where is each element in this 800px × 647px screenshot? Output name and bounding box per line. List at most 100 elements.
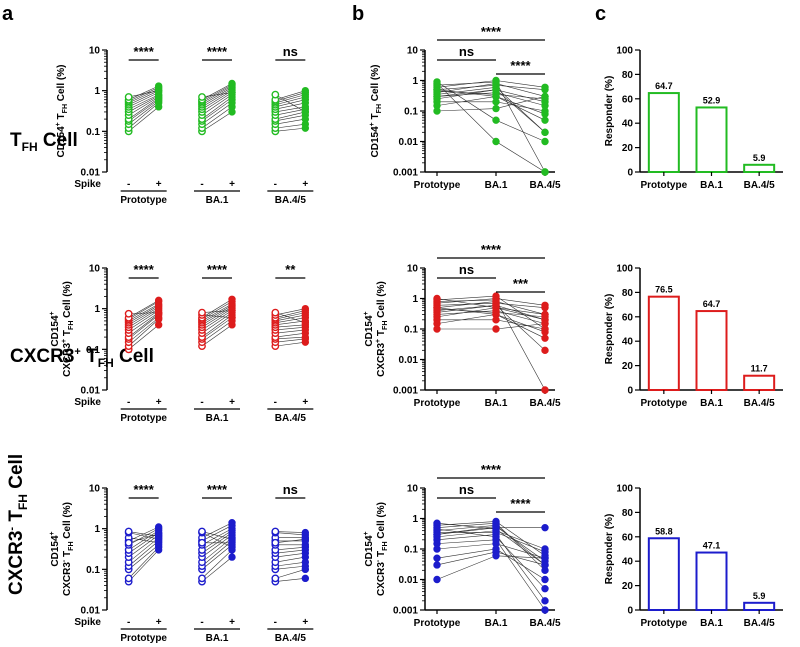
bar-value-label: 52.9 — [703, 95, 721, 105]
pair-line — [128, 544, 159, 570]
point-spike-minus — [198, 93, 206, 101]
point — [541, 168, 549, 176]
subject-line — [436, 80, 546, 88]
pair-line — [128, 300, 159, 318]
pair-line — [128, 533, 159, 544]
pair-line — [128, 99, 159, 122]
y-tick-label: 10 — [407, 264, 419, 275]
bar — [743, 163, 776, 174]
pair-line — [275, 320, 306, 326]
pair-line — [201, 525, 233, 542]
pair-line — [128, 534, 159, 558]
point — [541, 83, 549, 91]
point — [433, 294, 441, 303]
point — [541, 597, 549, 605]
group-label: Prototype — [120, 195, 167, 206]
x-sign-plus: + — [229, 179, 235, 190]
point — [541, 548, 549, 556]
y-tick-label: 0.1 — [404, 107, 418, 118]
panel-label-c: c — [595, 3, 606, 25]
x-sign-plus: + — [229, 617, 235, 628]
y-tick-label: 1 — [412, 514, 418, 525]
y-tick-label: 0.01 — [399, 355, 419, 366]
x-sign-minus: - — [274, 179, 277, 190]
bar — [647, 92, 680, 173]
x-tick-label: BA.4/5 — [529, 618, 561, 629]
y-axis-label: Responder (%) — [604, 294, 615, 365]
pair-line — [275, 324, 306, 328]
y-tick-label: 60 — [622, 312, 634, 323]
pair-line — [275, 111, 306, 120]
point-spike-minus — [271, 90, 280, 99]
x-tick-label: BA.4/5 — [744, 618, 776, 629]
subject-line — [436, 551, 546, 566]
pair-line — [128, 313, 159, 338]
pair-line — [275, 317, 306, 324]
pair-line — [128, 540, 159, 567]
point — [541, 584, 549, 593]
point — [433, 554, 441, 562]
pair-line — [275, 106, 306, 113]
pair-line — [128, 305, 159, 324]
pair-line — [201, 544, 233, 570]
point-spike-plus — [228, 313, 236, 322]
pair-line — [275, 312, 306, 320]
point-spike-minus — [198, 538, 206, 547]
pair-line — [275, 92, 306, 102]
pair-line — [275, 341, 306, 347]
pair-line — [201, 324, 233, 347]
pair-line — [275, 310, 306, 318]
bar-value-label: 11.7 — [751, 364, 768, 374]
point-spike-minus — [271, 308, 280, 317]
pair-line — [201, 320, 233, 343]
point-spike-plus — [301, 574, 310, 583]
point — [433, 305, 441, 313]
point — [541, 116, 549, 124]
pair-line — [128, 90, 159, 106]
pair-line — [275, 578, 306, 582]
pair-line — [275, 338, 306, 343]
pair-line — [201, 310, 233, 313]
y-tick-label: 1 — [412, 76, 418, 87]
point-spike-plus — [301, 304, 310, 313]
pair-line — [275, 118, 306, 125]
pair-line — [128, 310, 159, 331]
row-title-0: TFH Cell — [10, 130, 78, 154]
x-sign-plus: + — [302, 179, 308, 190]
y-axis-label: CD154+ — [363, 531, 375, 566]
panel-b-row-2: 10 1 0.1 0.01 0.001 CD154+CXCR3- TFH Cell (%)… — [363, 462, 561, 629]
subject-line — [436, 81, 546, 142]
pair-line — [275, 332, 306, 338]
point-spike-plus — [154, 523, 163, 531]
pair-line — [201, 88, 233, 108]
pair-line — [128, 106, 159, 132]
point — [541, 101, 549, 110]
point — [541, 386, 549, 394]
x-tick-label: BA.1 — [700, 180, 723, 191]
point-spike-minus — [271, 574, 280, 583]
sig-label: **** — [207, 262, 228, 277]
pair-line — [275, 546, 306, 551]
subject-line — [436, 555, 546, 580]
point-spike-plus — [228, 519, 236, 527]
y-tick-label: 0.1 — [86, 565, 100, 576]
pair-line — [201, 308, 233, 328]
spike-label: Spike — [74, 179, 101, 190]
x-tick-label: BA.4/5 — [529, 180, 561, 191]
sig-label: **** — [510, 496, 531, 511]
y-tick-label: 40 — [622, 119, 634, 130]
bar-value-label: 64.7 — [703, 299, 721, 309]
pair-line — [275, 565, 306, 570]
y-tick-label: 0.01 — [399, 137, 419, 148]
point — [492, 78, 500, 86]
pair-line — [128, 100, 159, 125]
point-spike-plus — [154, 308, 163, 317]
bar-value-label: 58.8 — [655, 526, 673, 536]
x-tick-label: Prototype — [414, 618, 461, 629]
y-tick-label: 0.01 — [81, 606, 101, 617]
x-tick-label: BA.4/5 — [529, 398, 561, 409]
point — [541, 110, 549, 118]
pair-line — [275, 123, 306, 129]
pair-line — [128, 102, 159, 129]
y-tick-label: 60 — [622, 94, 634, 105]
